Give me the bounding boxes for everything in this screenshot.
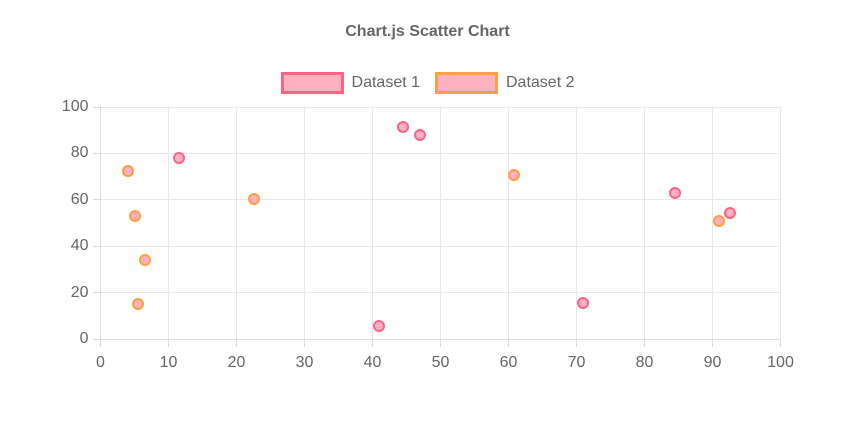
x-axis-tick-label: 60 bbox=[499, 354, 518, 371]
x-axis-tick-label: 0 bbox=[96, 354, 105, 371]
point-dataset-1[interactable] bbox=[373, 320, 386, 333]
x-axis-tick-label: 90 bbox=[703, 354, 722, 371]
legend-swatch-dataset-2 bbox=[435, 72, 498, 94]
point-dataset-2[interactable] bbox=[131, 298, 144, 311]
y-gridline bbox=[100, 199, 781, 201]
point-dataset-1[interactable] bbox=[577, 297, 590, 310]
y-tick-mark bbox=[92, 245, 101, 247]
point-dataset-1[interactable] bbox=[723, 206, 736, 219]
point-dataset-2[interactable] bbox=[713, 214, 726, 227]
x-axis-tick-label: 80 bbox=[635, 354, 654, 371]
x-axis-tick-label: 50 bbox=[431, 354, 450, 371]
y-axis-tick-label: 0 bbox=[79, 330, 89, 347]
x-gridline bbox=[576, 107, 577, 339]
legend-label-dataset-1: Dataset 1 bbox=[351, 74, 420, 91]
legend-label-dataset-2: Dataset 2 bbox=[506, 74, 575, 91]
x-tick-mark bbox=[644, 339, 645, 347]
x-gridline bbox=[304, 107, 305, 339]
y-tick-mark bbox=[92, 199, 101, 201]
y-gridline bbox=[100, 245, 781, 247]
legend-swatch-dataset-1 bbox=[280, 72, 344, 94]
point-dataset-1[interactable] bbox=[172, 152, 185, 165]
legend-item-dataset-1[interactable]: Dataset 1 bbox=[280, 72, 420, 94]
y-gridline bbox=[100, 292, 781, 294]
chart-title: Chart.js Scatter Chart bbox=[345, 23, 510, 40]
x-axis-tick-label: 20 bbox=[227, 354, 246, 371]
point-dataset-1[interactable] bbox=[414, 128, 427, 141]
x-tick-mark bbox=[168, 339, 169, 347]
x-gridline bbox=[168, 107, 169, 339]
y-axis-tick-label: 60 bbox=[70, 190, 89, 208]
point-dataset-2[interactable] bbox=[138, 254, 151, 267]
y-tick-mark bbox=[92, 106, 101, 108]
y-gridline bbox=[100, 338, 781, 340]
point-dataset-1[interactable] bbox=[397, 120, 410, 133]
x-gridline bbox=[372, 107, 373, 339]
point-dataset-2[interactable] bbox=[121, 164, 134, 177]
y-axis-tick-label: 100 bbox=[61, 98, 89, 115]
x-axis-tick-label: 70 bbox=[567, 354, 586, 371]
x-tick-mark bbox=[780, 339, 781, 347]
x-gridline bbox=[440, 107, 441, 339]
point-dataset-2[interactable] bbox=[507, 169, 520, 182]
x-gridline bbox=[508, 107, 509, 339]
point-dataset-2[interactable] bbox=[247, 192, 260, 205]
y-axis-tick-label: 80 bbox=[70, 144, 89, 162]
x-gridline bbox=[712, 107, 713, 339]
x-gridline bbox=[236, 107, 237, 339]
y-axis-tick-label: 40 bbox=[70, 237, 89, 255]
x-tick-mark bbox=[440, 339, 441, 347]
y-tick-mark bbox=[92, 152, 101, 154]
x-gridline bbox=[100, 107, 101, 339]
legend-item-dataset-2[interactable]: Dataset 2 bbox=[435, 72, 574, 94]
x-axis-tick-label: 40 bbox=[363, 354, 382, 371]
y-tick-mark bbox=[92, 338, 101, 340]
x-tick-mark bbox=[304, 339, 305, 347]
y-gridline bbox=[100, 152, 781, 154]
legend: Dataset 1 Dataset 2 bbox=[0, 72, 855, 94]
x-gridline bbox=[644, 107, 645, 339]
point-dataset-1[interactable] bbox=[669, 186, 682, 199]
x-tick-mark bbox=[712, 339, 713, 347]
x-tick-mark bbox=[576, 339, 577, 347]
y-gridline bbox=[100, 106, 781, 108]
x-axis-tick-label: 100 bbox=[767, 354, 794, 371]
x-tick-mark bbox=[100, 339, 101, 347]
point-dataset-2[interactable] bbox=[128, 210, 141, 223]
x-gridline bbox=[780, 107, 781, 339]
y-tick-mark bbox=[92, 292, 101, 294]
x-axis-tick-label: 30 bbox=[295, 354, 314, 371]
x-axis-tick-label: 10 bbox=[159, 354, 178, 371]
x-tick-mark bbox=[372, 339, 373, 347]
y-axis-tick-label: 20 bbox=[70, 283, 89, 301]
x-tick-mark bbox=[508, 339, 509, 347]
x-tick-mark bbox=[236, 339, 237, 347]
